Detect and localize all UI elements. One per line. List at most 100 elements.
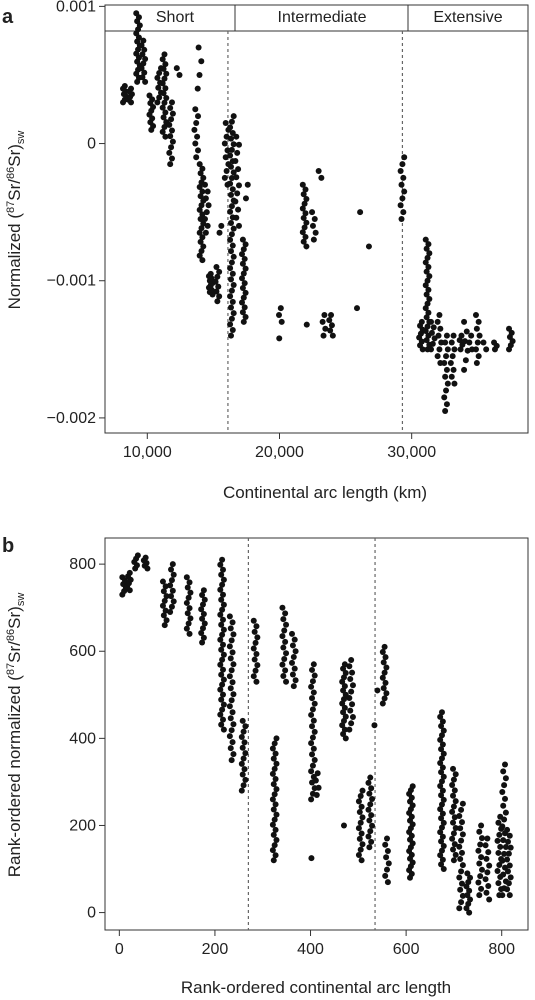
data-point	[155, 84, 162, 91]
data-point	[439, 856, 446, 863]
data-point	[309, 762, 316, 769]
data-point	[230, 661, 237, 668]
data-point	[301, 224, 308, 231]
data-point	[220, 641, 226, 648]
data-point	[349, 713, 356, 720]
data-point	[450, 857, 457, 864]
data-point	[309, 706, 316, 713]
data-point	[242, 241, 249, 248]
data-point	[356, 809, 363, 816]
data-point	[444, 380, 451, 387]
data-point	[283, 621, 290, 628]
data-point	[467, 874, 474, 881]
data-point	[201, 596, 208, 603]
data-point	[428, 318, 435, 325]
data-point	[314, 770, 321, 777]
data-point	[310, 745, 317, 752]
data-point	[219, 631, 226, 638]
data-point	[240, 755, 247, 762]
data-point	[230, 751, 237, 758]
data-point	[216, 293, 223, 300]
data-point	[176, 71, 183, 78]
data-point	[229, 709, 236, 716]
data-point	[479, 835, 485, 842]
data-point	[368, 838, 375, 845]
data-point	[228, 191, 234, 198]
data-point	[382, 872, 389, 879]
data-point	[349, 682, 356, 689]
data-point	[346, 694, 353, 701]
data-point	[228, 667, 235, 674]
data-point	[485, 849, 492, 856]
y-tick-label: 800	[69, 556, 96, 573]
data-point	[476, 828, 483, 835]
data-point	[277, 305, 284, 312]
data-point	[213, 264, 220, 271]
data-point	[230, 721, 237, 728]
data-point	[199, 615, 206, 622]
y-tick-label: −0.002	[47, 410, 96, 427]
data-point	[228, 203, 235, 210]
data-point	[242, 723, 249, 730]
data-point	[273, 760, 280, 767]
data-point	[342, 670, 349, 677]
data-point	[313, 791, 320, 798]
data-point	[289, 630, 295, 637]
data-point	[193, 119, 200, 126]
data-point	[279, 633, 286, 640]
data-point	[220, 616, 226, 623]
data-point	[457, 856, 464, 863]
data-point	[160, 612, 167, 619]
data-point	[473, 360, 480, 367]
region-label-short: Short	[156, 9, 195, 26]
data-point	[185, 620, 192, 627]
data-point	[218, 671, 225, 678]
data-point	[438, 769, 445, 776]
data-point	[232, 158, 239, 165]
data-point	[319, 318, 326, 325]
data-point	[309, 666, 316, 673]
data-point	[233, 174, 240, 181]
data-point	[160, 114, 167, 121]
data-point	[183, 599, 190, 606]
data-point	[199, 188, 206, 195]
data-point	[303, 243, 310, 250]
data-point	[308, 796, 315, 803]
data-point	[253, 651, 260, 658]
data-point	[320, 332, 327, 339]
data-point	[184, 584, 191, 591]
data-point	[220, 701, 227, 708]
data-point	[486, 862, 493, 869]
data-point	[240, 318, 247, 325]
data-point	[242, 289, 249, 296]
data-point	[308, 740, 315, 747]
data-point	[252, 639, 259, 646]
data-point	[224, 147, 231, 154]
panel-b-y-axis: 0 200 400 600 800	[69, 556, 105, 922]
data-point	[310, 689, 317, 696]
data-point	[459, 800, 466, 807]
data-point	[270, 755, 277, 762]
data-point	[438, 792, 445, 799]
data-point	[423, 291, 430, 298]
data-point	[200, 587, 207, 594]
data-point	[422, 259, 429, 266]
data-point	[226, 643, 233, 650]
data-point	[310, 661, 317, 668]
data-point	[280, 644, 287, 651]
data-point	[228, 220, 234, 227]
data-point	[216, 268, 223, 275]
data-point	[342, 713, 349, 720]
data-point	[142, 78, 149, 85]
data-point	[495, 880, 502, 887]
data-point	[438, 801, 445, 808]
data-point	[365, 833, 372, 840]
data-point	[134, 552, 141, 559]
data-point	[169, 110, 176, 117]
data-point	[217, 661, 224, 668]
data-point	[251, 628, 258, 635]
data-point	[425, 286, 432, 293]
data-point	[234, 190, 241, 197]
data-point	[309, 678, 316, 685]
panel-a-x-axis: 10,000 20,000 30,000	[123, 433, 436, 461]
